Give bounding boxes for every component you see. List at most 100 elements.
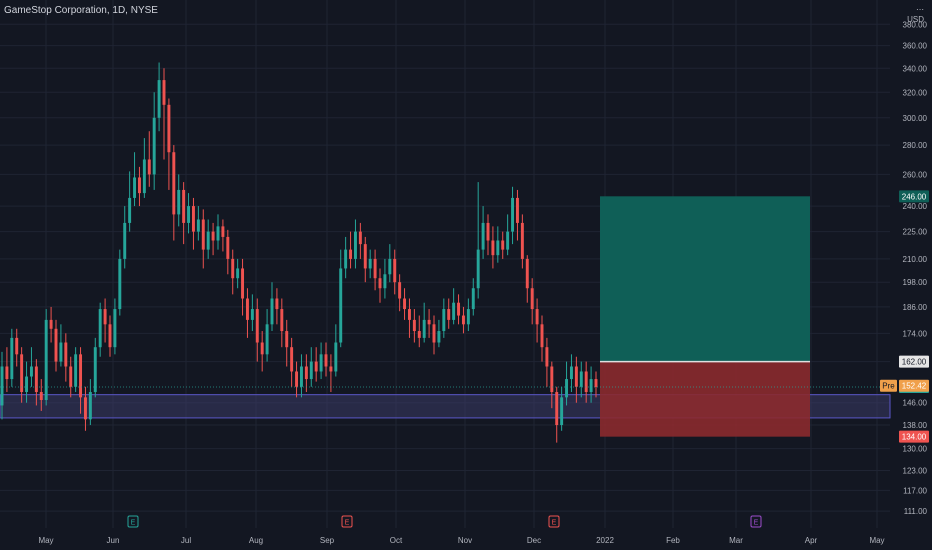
price-tick-label: 240.00	[903, 202, 928, 211]
candle-body	[74, 354, 78, 387]
candle	[432, 315, 436, 355]
candle-body	[5, 366, 9, 380]
candle	[442, 298, 446, 338]
candle-body	[496, 240, 500, 256]
time-tick-label: Oct	[390, 536, 403, 545]
candle	[324, 342, 328, 377]
marker-label: E	[754, 520, 759, 527]
candle-body	[383, 274, 387, 289]
marker-label: E	[552, 520, 557, 527]
candle	[437, 319, 441, 348]
time-tick-label: Sep	[320, 536, 335, 545]
price-tick-label: 300.00	[903, 114, 928, 123]
price-tick-label: 130.00	[903, 445, 928, 454]
candle	[506, 214, 510, 256]
candle-body	[191, 206, 195, 232]
candle-body	[560, 397, 564, 426]
candle-body	[103, 309, 107, 325]
earnings-marker-icon: E	[548, 515, 560, 528]
candle-body	[427, 319, 431, 325]
candle-body	[442, 309, 446, 332]
currency-label[interactable]: ⋯ USD	[907, 5, 924, 25]
candle-body	[299, 366, 303, 387]
candle	[535, 298, 539, 343]
candle	[93, 337, 97, 398]
candle	[407, 298, 411, 338]
candle-body	[236, 268, 240, 279]
candle-body	[417, 331, 421, 338]
candle	[182, 182, 186, 245]
candle	[427, 309, 431, 338]
candle-body	[403, 298, 407, 310]
candle	[314, 347, 318, 382]
candle-body	[270, 298, 274, 325]
candle-body	[54, 328, 58, 362]
price-tick-label: 210.00	[903, 255, 928, 264]
candle-body	[290, 347, 294, 372]
candle	[368, 249, 372, 279]
candle	[201, 209, 205, 269]
candle	[550, 361, 554, 409]
candle-body	[334, 342, 338, 372]
symbol-title[interactable]: GameStop Corporation, 1D, NYSE	[4, 5, 158, 16]
marker-frame	[127, 515, 139, 528]
time-tick-label: May	[38, 536, 53, 545]
candle-body	[515, 197, 519, 223]
candle-body	[157, 80, 161, 118]
candle	[221, 219, 225, 252]
candle	[265, 309, 269, 362]
candle-body	[152, 117, 156, 175]
more-icon[interactable]: ⋯	[916, 5, 924, 14]
price-tick-label: 198.00	[903, 278, 928, 287]
candle-body	[44, 319, 48, 401]
candle	[466, 298, 470, 332]
candle	[471, 278, 475, 316]
candle	[157, 62, 161, 132]
candle	[481, 206, 485, 259]
candle-body	[555, 392, 559, 426]
candle	[491, 226, 495, 269]
candle	[378, 268, 382, 303]
candle-body	[457, 302, 461, 316]
time-axis[interactable]: May Jun Jul Aug Sep Oct Nov Dec 2022 Feb Mar Apr May	[38, 536, 884, 545]
price-tick-label: 186.00	[903, 303, 928, 312]
candle-body	[447, 309, 451, 320]
candle-body	[226, 236, 230, 259]
candle-body	[137, 177, 141, 194]
candle	[137, 166, 141, 207]
candle-body	[25, 376, 29, 393]
candle	[530, 278, 534, 325]
candle	[560, 386, 564, 431]
candle	[83, 386, 87, 431]
candle	[177, 174, 181, 227]
candle-body	[344, 249, 348, 269]
candle-body	[550, 366, 554, 393]
candle-body	[545, 347, 549, 367]
candle	[353, 219, 357, 269]
candle	[319, 342, 323, 380]
time-tick-label: Jul	[181, 536, 191, 545]
candle-body	[147, 159, 151, 175]
candle	[0, 351, 4, 420]
earnings-marker-icon: E	[341, 515, 353, 528]
candle	[206, 219, 210, 259]
candle	[295, 361, 299, 398]
price-label-text: 246.00	[902, 192, 927, 201]
candle	[299, 354, 303, 398]
candle	[187, 193, 191, 234]
price-tick-label: 146.00	[903, 399, 928, 408]
candle-body	[579, 371, 583, 387]
candle-body	[589, 379, 593, 393]
candle-body	[491, 240, 495, 256]
time-tick-label: May	[869, 536, 884, 545]
candle	[15, 328, 19, 367]
time-tick-label: Jun	[107, 536, 120, 545]
candle-body	[393, 258, 397, 283]
candle-body	[98, 309, 102, 348]
candle	[29, 347, 33, 387]
price-tick-label: 280.00	[903, 141, 928, 150]
candle	[211, 222, 215, 256]
price-tick-label: 225.00	[903, 228, 928, 237]
candle-body	[481, 222, 485, 250]
